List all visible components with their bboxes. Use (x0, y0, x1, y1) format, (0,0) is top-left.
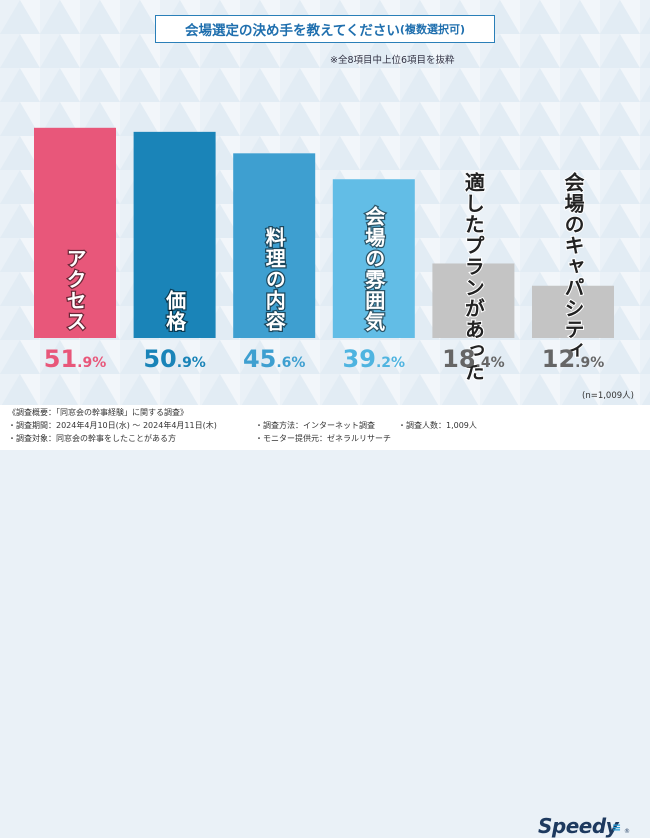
survey-target: ・調査対象：同窓会の幹事をしたことがある方 (8, 434, 176, 443)
survey-period: ・調査期間：2024年4月10日(水) ～ 2024年4月11日(木) (8, 421, 217, 430)
title-sub: (複数選択可) (399, 23, 465, 36)
value-label-2: 50.9% (143, 345, 206, 373)
chart-note: ※全8項目中上位6項目を抜粋 (330, 55, 455, 66)
title-main: 会場選定の決め手を教えてください (185, 23, 400, 39)
chart-title: 会場選定の決め手を教えてください (複数選択可) (155, 15, 495, 43)
bar-2 (133, 131, 216, 338)
survey-count: ・調査人数：1,009人 (398, 421, 477, 430)
survey-provider: ・モニター提供元：ゼネラルリサーチ (255, 434, 391, 443)
bar-label-2: 価格 (163, 289, 187, 332)
registered-icon: ® (624, 828, 630, 835)
survey-method: ・調査方法：インターネット調査 (255, 421, 375, 430)
sample-size-label: (n=1,009人) (582, 391, 634, 401)
bar-label-5: 適したプランがあった (461, 171, 485, 382)
speedy-logo: Speedy (538, 814, 619, 838)
bar-6 (532, 285, 614, 338)
logo-mark-icon: ≡ (612, 821, 622, 834)
bar-label-4: 会場の雰囲気 (362, 205, 386, 332)
value-label-6: 12.9% (542, 345, 605, 373)
bar-label-1: アクセス (63, 248, 87, 332)
survey-summary: 《調査概要：「同窓会の幹事経験」に関する調査》 (8, 408, 188, 417)
value-label-3: 45.6% (243, 345, 306, 373)
value-label-4: 39.2% (343, 345, 406, 373)
bar-label-6: 会場のキャパシティ (561, 171, 585, 361)
footer: 《調査概要：「同窓会の幹事経験」に関する調査》 ・調査期間：2024年4月10日… (0, 405, 650, 838)
value-label-5: 18.4% (442, 345, 505, 373)
value-label-1: 51.9% (44, 345, 107, 373)
bar-4 (332, 179, 415, 338)
bar-5 (432, 263, 515, 338)
bar-label-3: 料理の内容 (262, 227, 286, 332)
bar-chart: アクセス 51.9% 価格 50.9% 料理の内容 45.6% 会場の雰囲気 39.2% 適した… (34, 127, 614, 383)
bar-1 (34, 127, 116, 339)
bar-3 (233, 153, 316, 338)
